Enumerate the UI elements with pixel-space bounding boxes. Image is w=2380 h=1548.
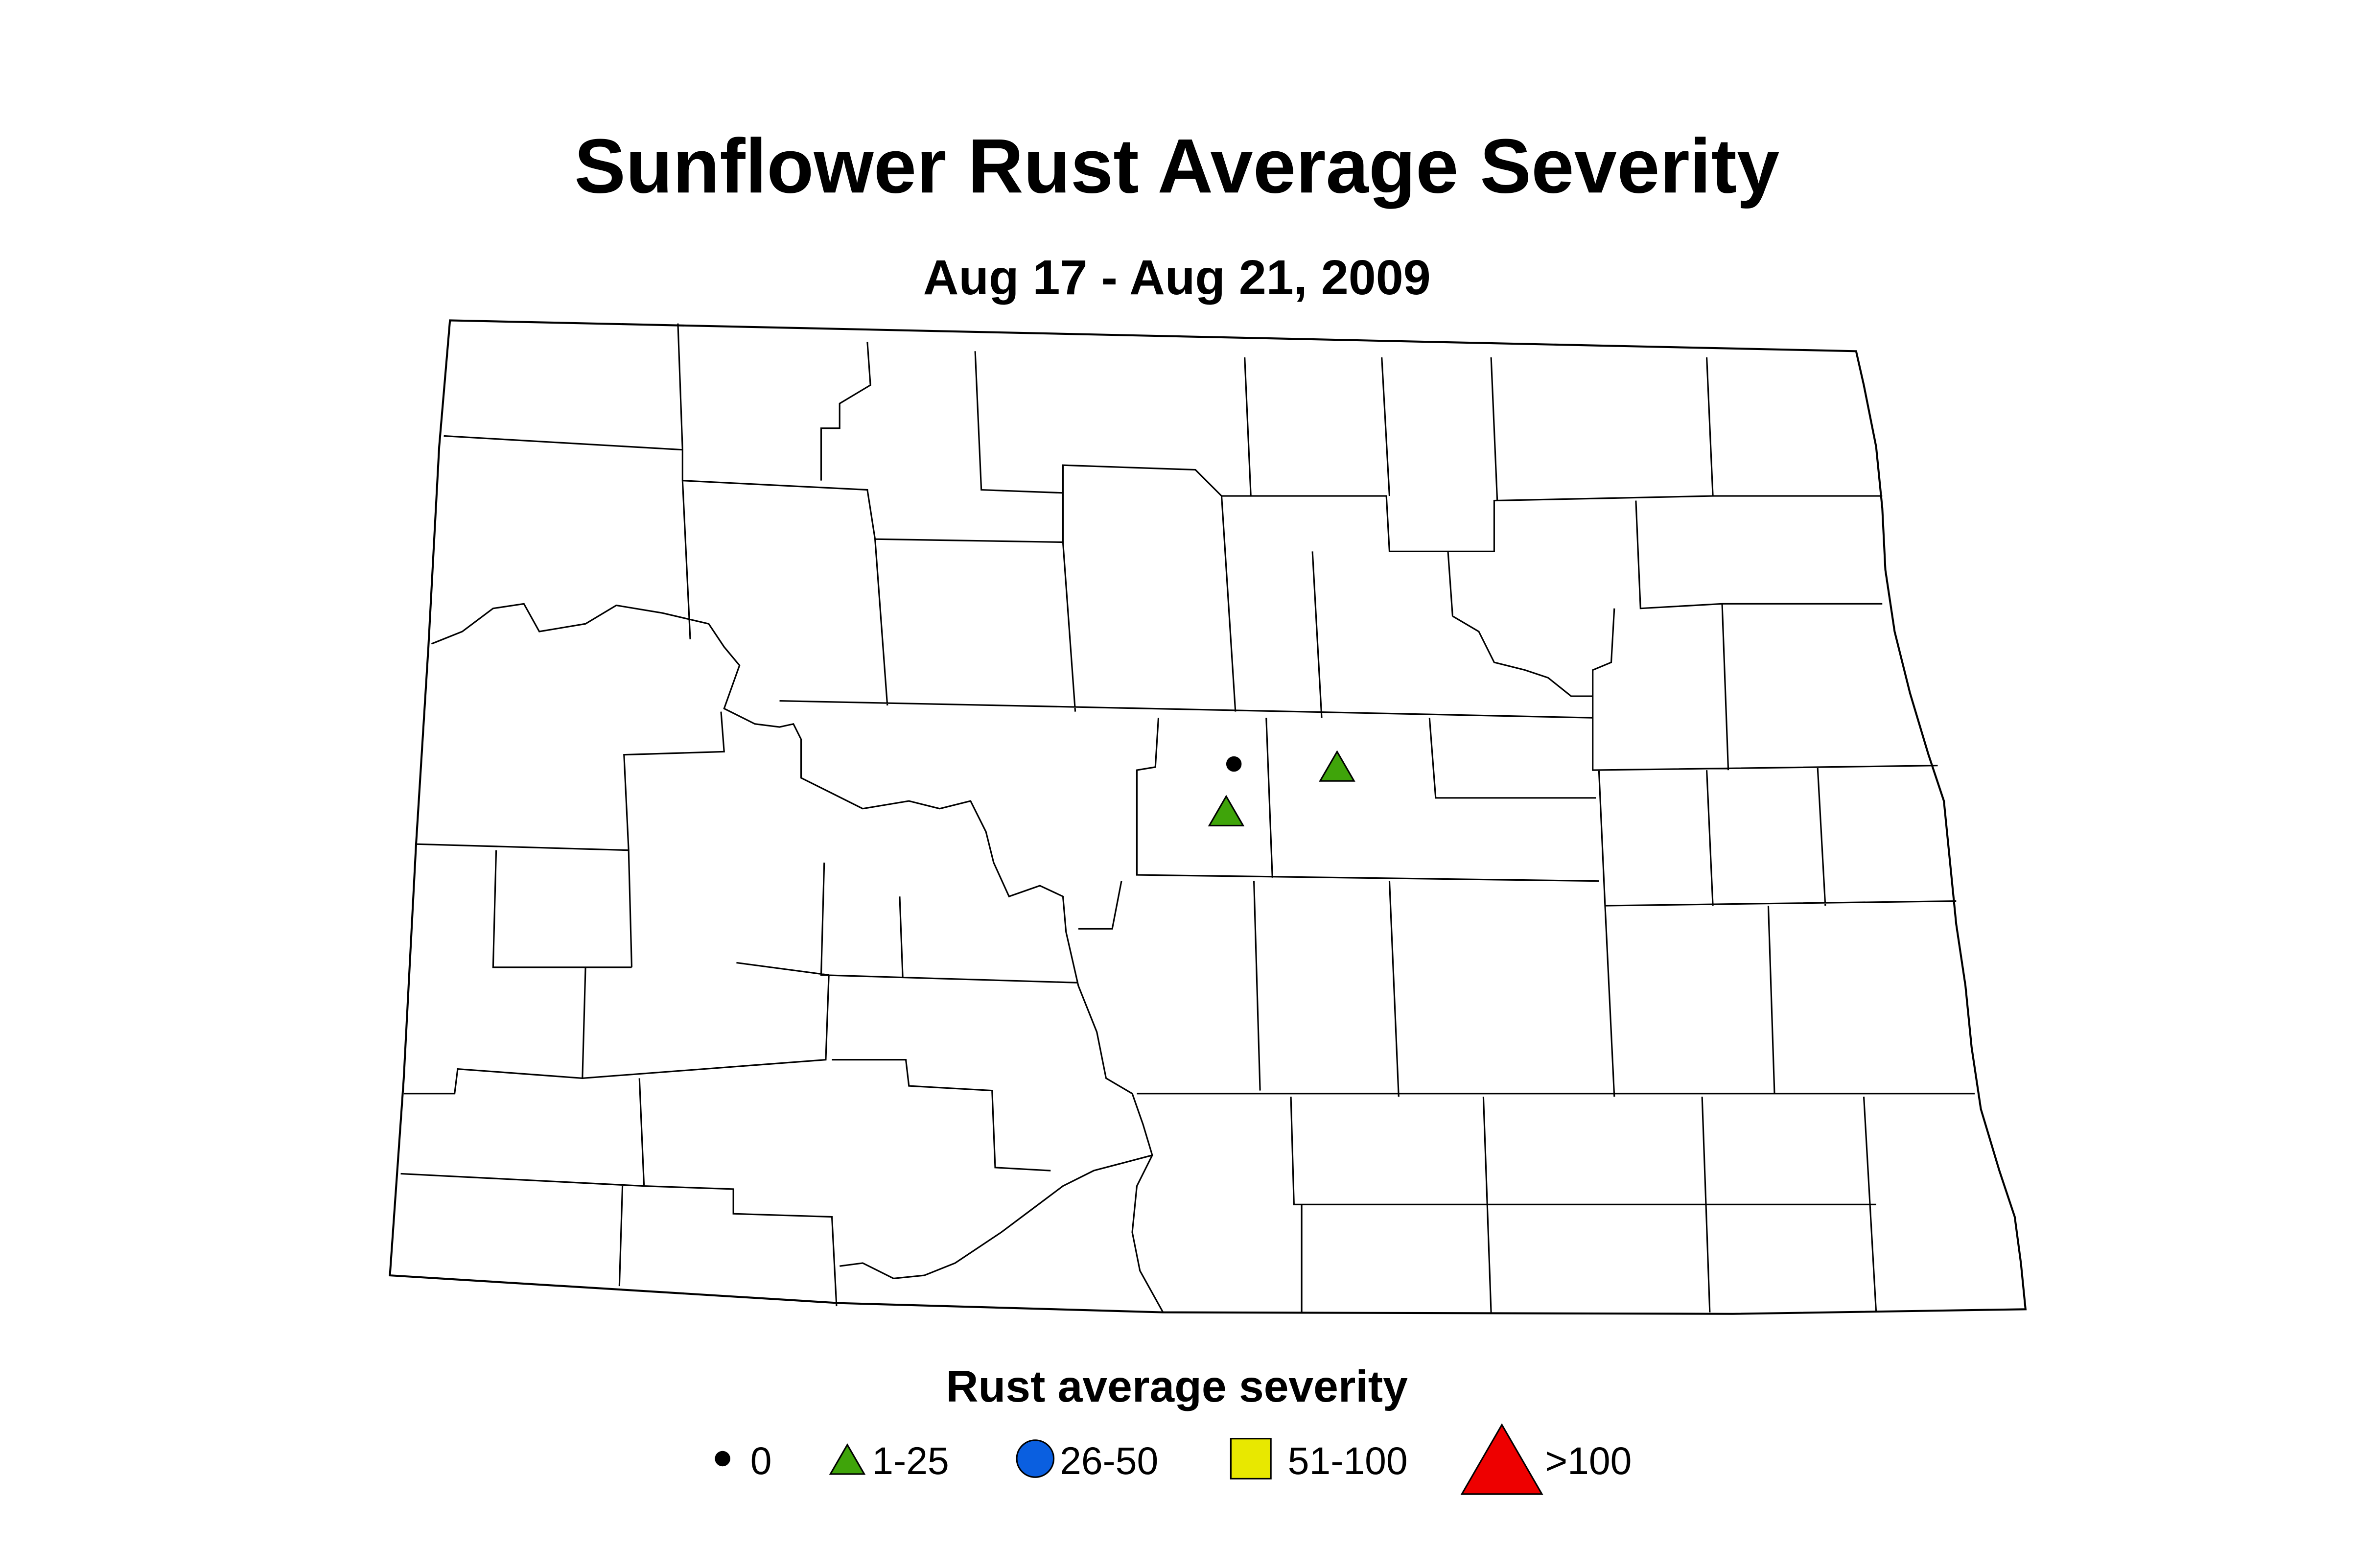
observations [1208,750,1355,826]
legend: Rust average severity 0 1-25 26-50 51-10… [715,1361,1632,1495]
state-map [389,319,2027,1315]
legend-label: >100 [1545,1439,1632,1482]
legend-symbol [1460,1423,1543,1495]
legend-symbol [715,1451,730,1467]
legend-label: 0 [750,1439,772,1482]
legend-label: 1-25 [872,1439,949,1482]
map-subtitle: Aug 17 - Aug 21, 2009 [923,250,1431,305]
legend-label: 26-50 [1060,1439,1158,1482]
legend-symbol [1230,1438,1272,1479]
site-marker [1319,750,1355,782]
map-title: Sunflower Rust Average Severity [574,123,1779,209]
legend-symbol [1016,1439,1055,1478]
legend-title: Rust average severity [946,1361,1408,1411]
county-lines [400,323,1975,1313]
site-marker [1226,756,1242,772]
legend-symbol [829,1443,866,1475]
site-marker [1208,795,1245,826]
state-outline [389,319,2027,1315]
legend-label: 51-100 [1288,1439,1408,1482]
